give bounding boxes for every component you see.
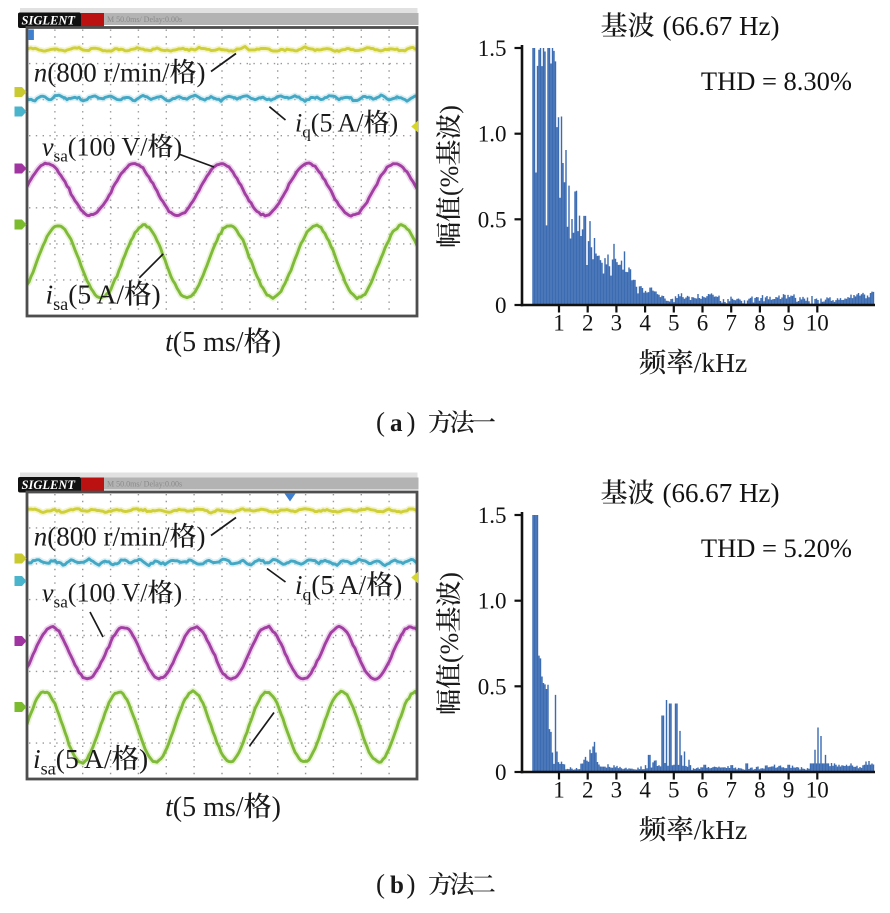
svg-text:5: 5	[668, 778, 680, 803]
svg-text:): )	[390, 109, 399, 138]
svg-text:0.5: 0.5	[478, 207, 507, 232]
svg-text:t: t	[165, 792, 174, 823]
svg-text:(5 ms/: (5 ms/	[173, 792, 244, 823]
svg-text:9: 9	[783, 778, 795, 803]
svg-text:SIGLENT: SIGLENT	[22, 478, 77, 492]
svg-text:v: v	[42, 133, 54, 162]
svg-text:i: i	[33, 743, 41, 774]
svg-text:8: 8	[754, 311, 766, 336]
svg-text:): )	[435, 572, 464, 581]
svg-text:b: b	[390, 872, 404, 899]
svg-text:2: 2	[582, 778, 594, 803]
svg-text:(100 V/: (100 V/	[68, 133, 148, 162]
svg-text:1.5: 1.5	[478, 503, 507, 528]
svg-text:/kHz: /kHz	[694, 347, 747, 378]
svg-text:1: 1	[553, 778, 565, 803]
svg-text:i: i	[295, 570, 303, 600]
svg-text:10: 10	[806, 778, 829, 803]
svg-text:2: 2	[582, 311, 594, 336]
svg-text:6: 6	[697, 311, 709, 336]
svg-text:n: n	[34, 522, 48, 552]
svg-text:0.5: 0.5	[478, 674, 507, 699]
svg-text:(800 r/min/: (800 r/min/	[47, 522, 170, 552]
svg-text:t: t	[165, 327, 174, 358]
svg-text:(66.67 Hz): (66.67 Hz)	[663, 478, 780, 508]
svg-text:7: 7	[726, 778, 738, 803]
svg-text:1.5: 1.5	[478, 36, 507, 61]
svg-text:THD = 5.20%: THD = 5.20%	[701, 533, 852, 563]
svg-text:sa: sa	[54, 147, 69, 166]
svg-text:4: 4	[639, 778, 651, 803]
svg-text:(66.67 Hz): (66.67 Hz)	[663, 11, 780, 41]
svg-text:M 50.0ms/ Delay:0.00s: M 50.0ms/ Delay:0.00s	[107, 480, 182, 489]
svg-text:1.0: 1.0	[478, 122, 507, 147]
svg-text:sa: sa	[53, 294, 68, 314]
svg-text:1.0: 1.0	[478, 589, 507, 614]
svg-text:q: q	[302, 123, 311, 142]
svg-text:): )	[407, 869, 416, 899]
svg-text:): )	[272, 792, 281, 823]
svg-text:3: 3	[611, 311, 623, 336]
svg-text:THD = 8.30%: THD = 8.30%	[701, 66, 852, 96]
svg-text:(: (	[376, 869, 385, 899]
svg-text:(800 r/min/: (800 r/min/	[47, 58, 170, 88]
svg-text:3: 3	[611, 778, 623, 803]
svg-text:/kHz: /kHz	[694, 814, 747, 845]
svg-text:): )	[197, 58, 206, 88]
svg-text:): )	[174, 579, 183, 608]
svg-text:9: 9	[783, 311, 795, 336]
svg-text:6: 6	[697, 778, 709, 803]
svg-text:): )	[174, 133, 183, 162]
svg-text:a: a	[390, 410, 403, 437]
svg-text:5: 5	[668, 311, 680, 336]
svg-text:SIGLENT: SIGLENT	[22, 14, 77, 28]
svg-text:10: 10	[806, 311, 829, 336]
svg-text:1: 1	[553, 311, 565, 336]
svg-text:(: (	[376, 407, 385, 437]
svg-text:i: i	[295, 109, 302, 138]
svg-text:4: 4	[639, 311, 651, 336]
svg-text:8: 8	[754, 778, 766, 803]
svg-text:(%: (%	[435, 166, 464, 196]
svg-text:q: q	[303, 584, 312, 604]
svg-text:(%: (%	[435, 633, 464, 663]
svg-text:(5 ms/: (5 ms/	[173, 327, 244, 358]
svg-text:): )	[139, 743, 148, 774]
svg-text:): )	[197, 522, 206, 552]
svg-text:(5 A/: (5 A/	[311, 109, 365, 138]
svg-text:v: v	[42, 579, 54, 608]
svg-text:0: 0	[495, 760, 507, 785]
svg-text:sa: sa	[41, 759, 56, 779]
svg-text:): )	[272, 327, 281, 358]
svg-text:): )	[407, 407, 416, 437]
svg-text:(100 V/: (100 V/	[68, 579, 148, 608]
svg-text:(5 A/: (5 A/	[56, 743, 112, 774]
svg-text:sa: sa	[54, 593, 69, 612]
svg-text:0: 0	[495, 293, 507, 318]
svg-text:): )	[435, 105, 464, 114]
svg-text:): )	[393, 570, 402, 600]
svg-text:i: i	[46, 279, 54, 310]
svg-text:): )	[152, 279, 161, 310]
svg-text:M 50.0ms/ Delay:0.00s: M 50.0ms/ Delay:0.00s	[107, 15, 182, 24]
svg-text:(5 A/: (5 A/	[311, 570, 366, 600]
svg-text:(5 A/: (5 A/	[68, 279, 124, 310]
svg-text:n: n	[34, 58, 48, 88]
svg-text:7: 7	[726, 311, 738, 336]
